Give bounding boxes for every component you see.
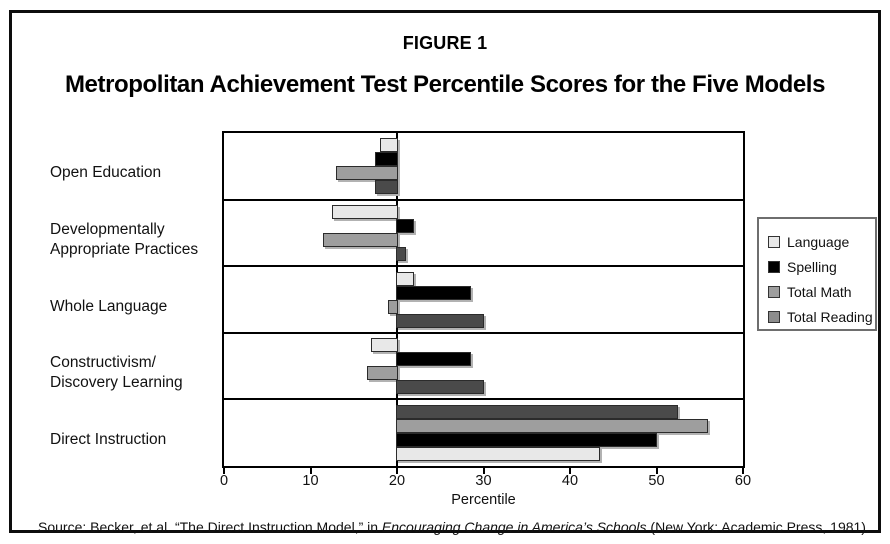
figure-frame: FIGURE 1 Metropolitan Achievement Test P… (9, 10, 881, 535)
bar-spelling (396, 218, 415, 233)
legend-swatch-icon (768, 310, 780, 323)
x-tick-label: 40 (561, 473, 579, 489)
bar-language (396, 446, 601, 461)
bar-spelling (375, 152, 398, 167)
row-divider (224, 265, 743, 268)
bar-total-reading (396, 246, 406, 261)
bar-language (371, 338, 398, 353)
category-axis-labels: Open Education Developmentally Appropriate… (42, 133, 218, 466)
bar-language (379, 138, 398, 153)
x-tick-mark (742, 468, 744, 474)
legend-label: Spelling (787, 258, 837, 275)
x-tick-mark (569, 468, 571, 474)
legend-swatch-icon (768, 285, 780, 298)
x-axis-title: Percentile (451, 492, 516, 508)
legend-item: Spelling (768, 254, 875, 279)
legend-item: Language (768, 229, 875, 254)
legend-box: Language Spelling Total Math Total Reading (757, 217, 877, 331)
bar-total-reading (375, 180, 398, 195)
legend-item: Total Math (768, 279, 875, 304)
x-tick-mark (309, 468, 312, 474)
bar-total-reading (396, 313, 484, 328)
x-tick-label: 50 (648, 473, 665, 489)
row-divider (224, 331, 743, 334)
bar-spelling (396, 432, 657, 447)
chart-title: Metropolitan Achievement Test Percentile… (64, 71, 826, 98)
bar-total-math (323, 232, 398, 247)
legend-swatch-icon (768, 260, 780, 273)
bar-total-math (388, 299, 398, 314)
category-label: Constructivism/Discovery Learning (50, 354, 183, 392)
x-tick-mark (482, 468, 485, 474)
bar-total-math (396, 418, 709, 433)
bar-spelling (396, 285, 471, 300)
category-label: Whole Language (50, 297, 168, 315)
category-label: Developmentally Appropriate Practices (50, 220, 199, 258)
bar-total-math (366, 366, 398, 381)
category-label: Direct Instruction (50, 430, 167, 448)
bar-total-reading (396, 380, 484, 395)
bar-spelling (396, 352, 471, 367)
plot-area (222, 131, 745, 468)
row-divider (224, 398, 743, 401)
x-tick-label: 0 (219, 473, 229, 489)
source-citation-suffix: (New York: Academic Press, 1981). (646, 519, 870, 535)
x-tick-label: 20 (388, 473, 406, 489)
bar-language (396, 271, 415, 286)
source-citation-book-title: Encouraging Change in America’s Schools (381, 519, 647, 535)
x-tick-label: 30 (475, 473, 492, 489)
figure-number-label: FIGURE 1 (402, 33, 488, 53)
x-tick-mark (655, 468, 658, 474)
legend-label: Language (787, 233, 850, 250)
source-citation: Source: Becker, et al. “The Direct Instr… (38, 519, 870, 535)
bar-language (332, 204, 398, 219)
legend-label: Total Reading (787, 308, 873, 325)
x-tick-mark (396, 468, 398, 474)
legend-item: Total Reading (768, 304, 875, 329)
bar-total-math (336, 166, 398, 181)
source-citation-prefix: Source: Becker, et al. “The Direct Instr… (38, 519, 382, 535)
x-axis-tick-labels: 0 10 20 30 40 50 60 (219, 473, 751, 491)
legend-label: Total Math (787, 283, 852, 300)
x-axis-tick-marks (222, 468, 745, 475)
x-tick-mark (223, 468, 225, 474)
x-tick-label: 60 (734, 473, 752, 489)
legend-swatch-icon (768, 235, 780, 248)
x-tick-label: 10 (302, 473, 319, 489)
bar-total-reading (396, 404, 679, 419)
category-label: Open Education (50, 164, 162, 182)
row-divider (224, 198, 743, 201)
